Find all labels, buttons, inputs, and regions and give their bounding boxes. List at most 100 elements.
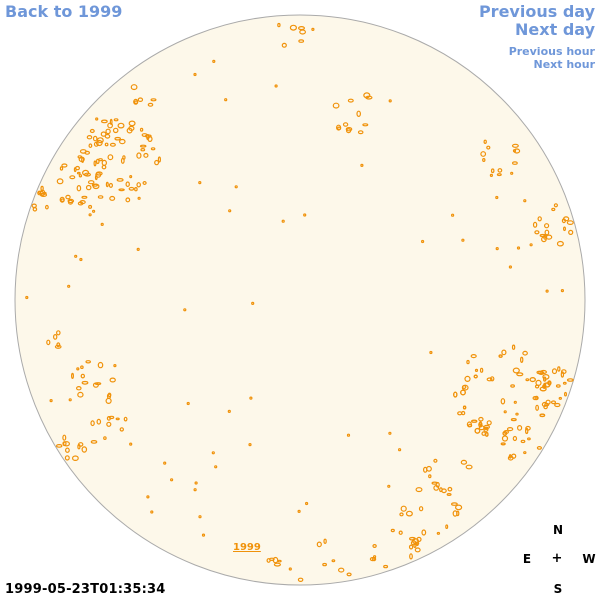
contour-mark — [142, 181, 147, 186]
contour-mark — [551, 368, 558, 375]
contour-mark — [125, 197, 131, 203]
contour-mark — [479, 367, 484, 373]
contour-mark — [91, 183, 99, 187]
contour-mark — [85, 360, 92, 364]
contour-mark — [119, 138, 126, 145]
contour-mark — [114, 136, 122, 141]
contour-mark — [500, 442, 506, 446]
contour-mark — [405, 510, 413, 517]
contour-mark — [400, 505, 407, 512]
contour-mark — [31, 203, 37, 209]
contour-mark — [186, 401, 190, 406]
contour-mark — [130, 84, 138, 91]
contour-mark — [516, 425, 523, 431]
solar-disk — [14, 14, 586, 586]
contour-mark — [97, 195, 104, 199]
contour-mark — [118, 188, 125, 192]
contour-mark — [79, 257, 83, 262]
previous-hour-link[interactable]: Previous hour — [508, 45, 595, 58]
contour-mark — [25, 295, 29, 300]
contour-mark — [68, 398, 72, 402]
contour-mark — [71, 455, 79, 462]
contour-mark — [98, 158, 103, 162]
year-link[interactable]: 1999 — [233, 542, 261, 553]
contour-mark — [534, 230, 540, 235]
contour-mark — [541, 401, 548, 407]
contour-mark — [212, 59, 216, 64]
contour-mark — [562, 226, 566, 232]
contour-mark — [109, 377, 116, 383]
contour-mark — [274, 84, 278, 88]
contour-mark — [480, 151, 487, 157]
contour-mark — [211, 451, 215, 455]
contour-mark — [100, 119, 108, 124]
contour-mark — [543, 223, 550, 229]
contour-mark — [107, 154, 114, 161]
contour-mark — [447, 486, 453, 492]
contour-mark — [113, 118, 119, 122]
contour-mark — [414, 547, 421, 553]
next-hour-link[interactable]: Next hour — [533, 58, 596, 71]
contour-mark — [67, 199, 74, 205]
contour-mark — [105, 181, 109, 188]
contour-mark — [106, 421, 112, 427]
contour-mark — [421, 239, 425, 244]
contour-mark — [388, 99, 392, 103]
contour-mark — [136, 152, 142, 159]
contour-mark — [299, 29, 307, 35]
contour-mark — [331, 559, 336, 563]
next-day-link[interactable]: Next day — [515, 20, 595, 39]
previous-day-link[interactable]: Previous day — [478, 2, 595, 21]
contour-mark — [512, 367, 520, 374]
contour-mark — [471, 419, 478, 423]
contour-mark — [408, 544, 414, 550]
contour-mark — [76, 184, 82, 192]
contour-mark — [87, 180, 95, 185]
contour-mark — [88, 204, 93, 209]
contour-mark — [96, 137, 104, 144]
contour-mark — [136, 247, 140, 251]
contour-mark — [311, 27, 315, 31]
contour-mark — [49, 399, 53, 403]
contour-mark — [65, 194, 71, 200]
contour-mark — [129, 442, 133, 446]
contour-mark — [322, 562, 328, 567]
contour-mark — [473, 374, 478, 379]
contour-mark — [64, 447, 70, 453]
contour-mark — [461, 410, 466, 416]
contour-mark — [446, 493, 452, 497]
contour-mark — [227, 409, 231, 413]
contour-mark — [337, 126, 342, 131]
contour-mark — [338, 567, 345, 573]
compass-west: W — [582, 552, 596, 566]
contour-mark — [147, 102, 154, 107]
contour-mark — [453, 391, 458, 398]
contour-mark — [123, 416, 128, 422]
contour-mark — [372, 543, 377, 548]
contour-mark — [193, 488, 197, 492]
contour-mark — [117, 122, 125, 129]
contour-mark — [61, 163, 68, 168]
contour-mark — [157, 156, 161, 163]
contour-mark — [89, 128, 95, 134]
contour-mark — [107, 122, 113, 129]
contour-mark — [100, 222, 104, 226]
contour-mark — [545, 234, 553, 240]
contour-mark — [96, 158, 100, 165]
contour-mark — [77, 391, 84, 398]
contour-mark — [490, 168, 495, 174]
contour-mark — [81, 446, 88, 453]
contour-mark — [516, 246, 521, 250]
contour-mark — [64, 455, 70, 461]
contour-mark — [474, 427, 481, 434]
contour-mark — [555, 384, 561, 388]
contour-mark — [39, 193, 48, 198]
compass-south: S — [553, 582, 563, 596]
contour-mark — [62, 441, 70, 447]
contour-mark — [556, 240, 564, 247]
back-to-year-link[interactable]: Back to 1999 — [5, 2, 123, 21]
contour-mark — [545, 289, 549, 293]
contour-mark — [109, 195, 116, 201]
contour-mark — [415, 487, 423, 493]
